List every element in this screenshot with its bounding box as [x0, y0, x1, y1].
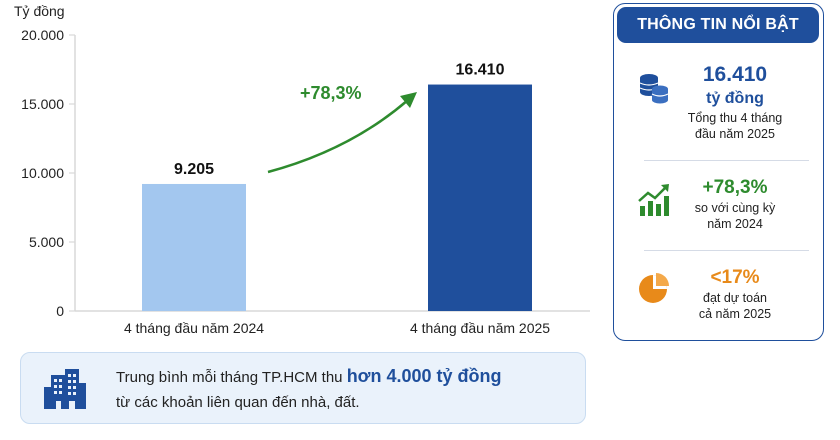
bar: [142, 183, 246, 311]
y-tick-label: 5.000: [29, 234, 64, 250]
highlight-unit: tỷ đồng: [706, 90, 764, 107]
summary-note: Trung bình mỗi tháng TP.HCM thu hơn 4.00…: [20, 352, 586, 424]
divider: [644, 250, 809, 251]
y-tick-label: 15.000: [21, 96, 64, 112]
x-tick-label: 4 tháng đầu năm 2025: [410, 320, 550, 336]
bar: [428, 84, 532, 312]
highlight-text: so với cùng kỳ: [694, 201, 776, 215]
y-tick-label: 10.000: [21, 165, 64, 181]
panel-title: THÔNG TIN NỔI BẬT: [617, 7, 819, 43]
buildings-icon: [44, 369, 86, 409]
highlight-text: năm 2024: [707, 217, 763, 231]
highlights-panel: THÔNG TIN NỔI BẬT 16.410 tỷ đồng Tổng th…: [613, 3, 824, 341]
y-axis-title: Tỷ đồng: [14, 3, 65, 19]
divider: [644, 160, 809, 161]
note-highlight: hơn 4.000 tỷ đồng: [346, 366, 502, 386]
pie-chart-icon: [639, 273, 669, 303]
y-tick-label: 0: [56, 303, 64, 319]
note-text: Trung bình mỗi tháng TP.HCM thu: [116, 369, 347, 386]
bar-chart: Tỷ đồng 0 5.000 10.000 15.000 20.000 9.205 16…: [14, 3, 590, 336]
highlight-value: <17%: [710, 267, 760, 288]
highlight-value: +78,3%: [702, 177, 768, 198]
y-tick-label: 20.000: [21, 27, 64, 43]
highlight-value: 16.410: [702, 63, 768, 86]
bar-value-label: 9.205: [174, 161, 214, 178]
highlight-text: đạt dự toán: [703, 291, 767, 305]
bar-value-label: 16.410: [456, 62, 505, 79]
highlight-text: đầu năm 2025: [695, 127, 775, 141]
highlight-text: Tổng thu 4 tháng: [687, 111, 783, 125]
growth-arrow: [267, 99, 409, 174]
growth-chart-icon: [638, 184, 669, 216]
growth-annotation: +78,3%: [300, 83, 362, 103]
x-tick-label: 4 tháng đầu năm 2024: [124, 320, 264, 336]
highlight-text: cả năm 2025: [698, 307, 772, 321]
note-text-line2: từ các khoản liên quan đến nhà, đất.: [116, 394, 360, 411]
growth-arrow-head: [400, 92, 417, 108]
coins-icon: [639, 74, 669, 104]
